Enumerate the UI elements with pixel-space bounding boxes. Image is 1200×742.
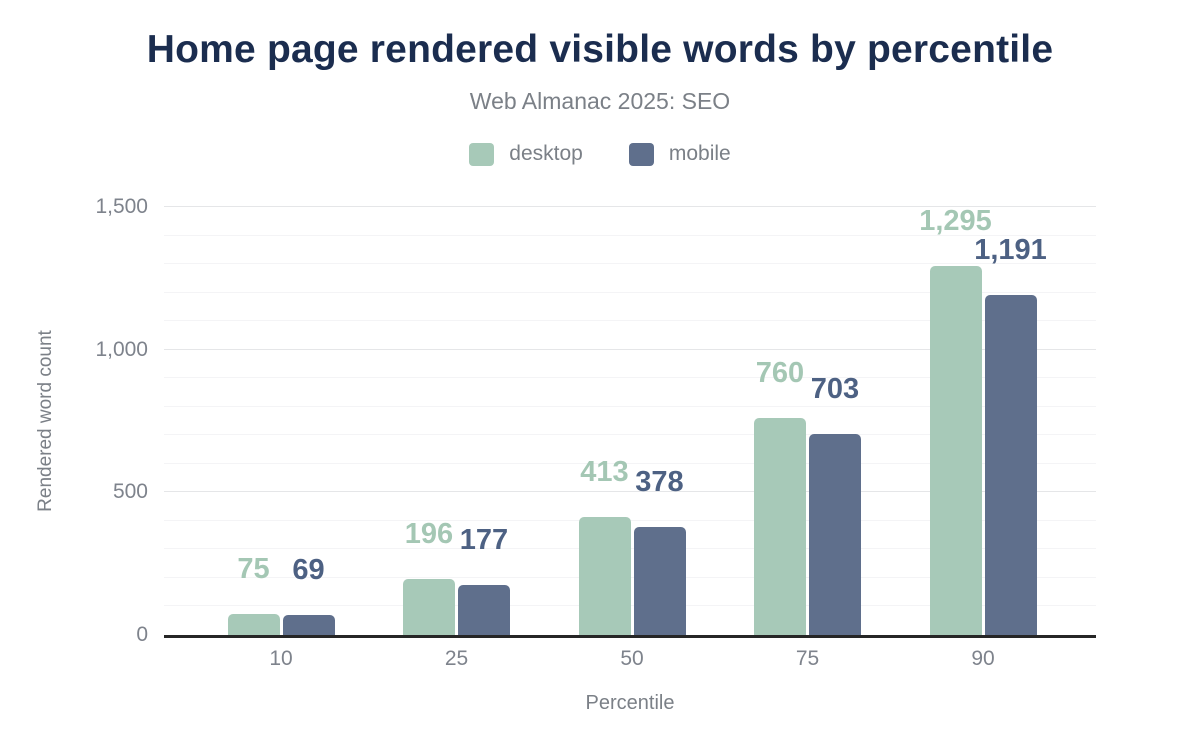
gridline-minor-1200 bbox=[164, 291, 1096, 293]
bar-value-label-mobile-p25: 177 bbox=[459, 523, 509, 556]
chart-subtitle: Web Almanac 2025: SEO bbox=[469, 88, 731, 114]
gridline-major-1000 bbox=[164, 348, 1096, 350]
gridline-major-500 bbox=[164, 491, 1096, 493]
bar-mobile-p75 bbox=[809, 434, 861, 635]
y-tick-label-0: 0 bbox=[136, 623, 148, 646]
bar-value-label-mobile-p75: 703 bbox=[810, 373, 860, 406]
legend: desktop mobile bbox=[0, 140, 1200, 168]
chart-title: Home page rendered visible words by perc… bbox=[146, 28, 1054, 71]
legend-label: mobile bbox=[668, 142, 731, 165]
legend-item-desktop: desktop bbox=[469, 142, 583, 166]
x-tick-label-75: 75 bbox=[795, 647, 820, 670]
x-tick-label-90: 90 bbox=[971, 647, 995, 670]
bar-value-label-desktop-p90: 1,295 bbox=[919, 204, 992, 237]
bar-mobile-p10 bbox=[282, 615, 335, 635]
y-tick-label-1,500: 1,500 bbox=[95, 195, 148, 218]
bar-value-label-mobile-p50: 378 bbox=[635, 466, 684, 499]
bar-desktop-p90 bbox=[929, 265, 982, 635]
bar-value-label-mobile-p90: 1,191 bbox=[974, 234, 1047, 267]
bar-value-label-desktop-p50: 413 bbox=[580, 456, 629, 489]
gridline-minor-1400 bbox=[164, 234, 1096, 236]
gridline-major-1500 bbox=[164, 206, 1096, 207]
x-tick-label-10: 10 bbox=[269, 647, 293, 670]
x-tick-label-25: 25 bbox=[444, 647, 469, 670]
bar-mobile-p90 bbox=[984, 295, 1037, 635]
gridline-minor-1300 bbox=[164, 263, 1096, 265]
x-axis-line bbox=[164, 635, 1096, 638]
gridline-minor-800 bbox=[164, 405, 1096, 407]
legend-label: desktop bbox=[509, 142, 583, 165]
bar-value-label-desktop-p10: 75 bbox=[237, 552, 270, 585]
gridline-minor-700 bbox=[164, 434, 1096, 436]
y-tick-label-500: 500 bbox=[112, 480, 148, 504]
x-axis-title: Percentile bbox=[585, 692, 675, 714]
legend-item-mobile: mobile bbox=[628, 142, 731, 166]
plot-area: 75 69 196 177 413 378 760 703 1,295 1,191 bbox=[164, 204, 1096, 635]
gridline-minor-600 bbox=[164, 462, 1096, 464]
bar-value-label-desktop-p75: 760 bbox=[755, 357, 805, 390]
legend-swatch-desktop bbox=[469, 142, 495, 166]
y-tick-label-1,000: 1,000 bbox=[95, 337, 148, 361]
bar-mobile-p50 bbox=[633, 527, 686, 635]
bar-desktop-p50 bbox=[578, 517, 631, 635]
bar-desktop-p10 bbox=[227, 613, 280, 635]
bar-value-label-desktop-p25: 196 bbox=[404, 518, 454, 551]
legend-swatch-mobile bbox=[628, 142, 654, 166]
gridline-minor-1100 bbox=[164, 320, 1096, 322]
x-tick-label-50: 50 bbox=[620, 647, 644, 670]
bar-value-label-mobile-p10: 69 bbox=[292, 554, 325, 587]
bar-mobile-p25 bbox=[458, 584, 510, 635]
gridline-minor-900 bbox=[164, 377, 1096, 379]
bar-desktop-p75 bbox=[754, 418, 806, 635]
bar-desktop-p25 bbox=[403, 579, 455, 635]
